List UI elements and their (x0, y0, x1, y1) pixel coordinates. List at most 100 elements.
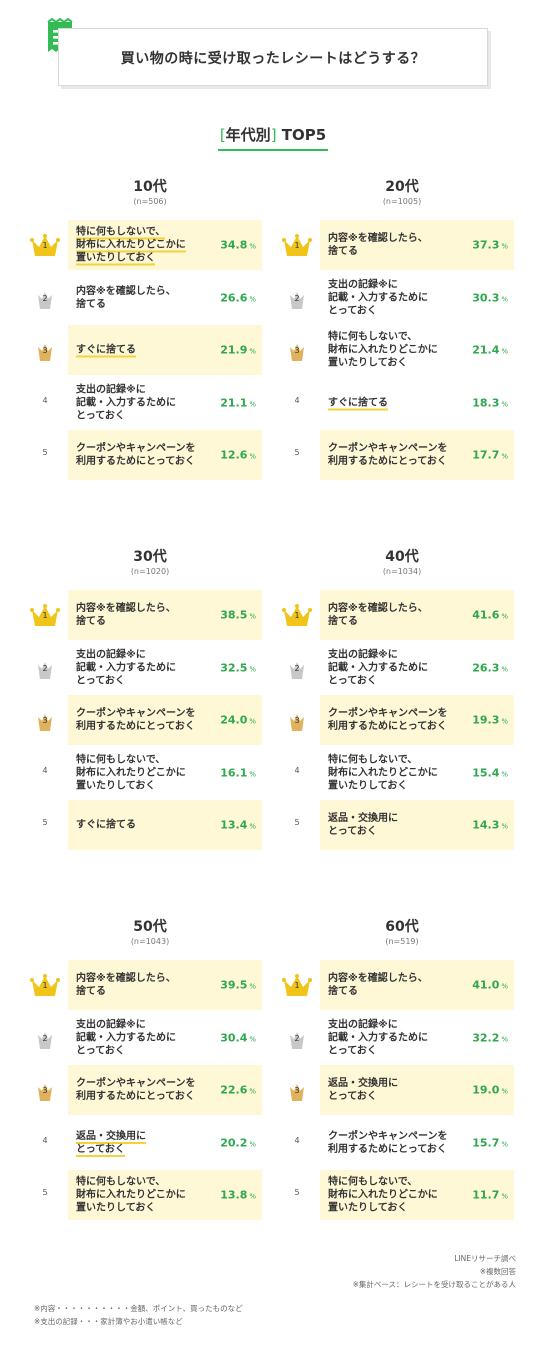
rank-number: 1 (42, 981, 48, 990)
title-box: 買い物の時に受け取ったレシートはどうする？ (58, 28, 488, 86)
rank-number: 2 (42, 293, 48, 303)
crown-gold-icon (282, 604, 312, 626)
rank-item: 4 特に何もしないで、 財布に入れたりどこかに 置いたりしておく 16.1% (30, 748, 270, 798)
rank-number: 4 (42, 765, 48, 775)
rank-item: 1 内容※を確認したら、 捨てる 41.6% (282, 590, 522, 640)
answer-value: 21.4% (472, 343, 508, 357)
rank-number: 1 (294, 981, 300, 990)
group-header: 60代 (n=519) (282, 916, 522, 946)
rank-number: 3 (294, 346, 300, 355)
bracket-open: [ (219, 126, 226, 144)
rank-number: 4 (294, 395, 300, 405)
bracket-close: ] (270, 126, 277, 144)
group-header: 40代 (n=1034) (282, 546, 522, 576)
answer-label: クーポンやキャンペーンを 利用するためにとっておく (76, 443, 196, 467)
rank-card: クーポンやキャンペーンを 利用するためにとっておく 22.6% (68, 1065, 262, 1115)
answer-value: 12.6% (220, 448, 256, 462)
rank-card: 支出の記録※に 記載・入力するために とっておく 21.1% (68, 378, 262, 428)
definition-notes: ※内容・・・・・・・・・・金額、ポイント、買ったものなど ※支出の記録・・・家計… (34, 1302, 243, 1328)
answer-value: 19.3% (472, 713, 508, 727)
rank-item: 5 クーポンやキャンペーンを 利用するためにとっておく 17.7% (282, 430, 522, 480)
rank-number: 3 (42, 1086, 48, 1095)
answer-label: すぐに捨てる (76, 819, 136, 831)
section-heading-suffix: TOP5 (276, 126, 327, 144)
footer-notes: LINEリサーチ調べ ※複数回答 ※集計ベース：レシートを受け取ることがある人 (353, 1252, 516, 1291)
rank-card: 内容※を確認したら、 捨てる 41.6% (320, 590, 514, 640)
answer-value: 30.4% (220, 1031, 256, 1044)
rank-item: 5 特に何もしないで、 財布に入れたりどこかに 置いたりしておく 11.7% (282, 1170, 522, 1220)
answer-label: 特に何もしないで、 財布に入れたりどこかに 置いたりしておく (76, 226, 186, 266)
section-heading: [年代別] TOP5 (0, 124, 546, 151)
rank-item: 2 支出の記録※に 記載・入力するために とっておく 30.3% (282, 273, 522, 323)
group-sample-size: (n=1020) (130, 567, 170, 576)
answer-value: 38.5% (220, 608, 256, 622)
rank-item: 1 特に何もしないで、 財布に入れたりどこかに 置いたりしておく 34.8% (30, 220, 270, 270)
group-sample-size: (n=519) (385, 937, 419, 946)
answer-value: 32.2% (472, 1031, 508, 1044)
crown-gold-icon (282, 234, 312, 256)
answer-label: クーポンやキャンペーンを 利用するためにとっておく (328, 708, 448, 732)
rank-card: 支出の記録※に 記載・入力するために とっておく 32.2% (320, 1013, 514, 1063)
rank-item: 1 内容※を確認したら、 捨てる 39.5% (30, 960, 270, 1010)
answer-label: 支出の記録※に 記載・入力するために とっておく (76, 384, 176, 421)
answer-label: 特に何もしないで、 財布に入れたりどこかに 置いたりしておく (76, 754, 186, 791)
rank-item: 3 すぐに捨てる 21.9% (30, 325, 270, 375)
source-text: LINEリサーチ調べ (454, 1254, 516, 1263)
rank-item: 2 内容※を確認したら、 捨てる 26.6% (30, 273, 270, 323)
answer-label: 内容※を確認したら、 捨てる (76, 603, 176, 627)
rank-number: 4 (294, 765, 300, 775)
rank-item: 2 支出の記録※に 記載・入力するために とっておく 32.2% (282, 1013, 522, 1063)
group-sample-size: (n=506) (133, 197, 167, 206)
answer-label: すぐに捨てる (76, 344, 136, 358)
answer-label: すぐに捨てる (328, 397, 388, 410)
answer-label: 内容※を確認したら、 捨てる (76, 285, 176, 310)
crown-gold-icon (30, 234, 60, 256)
answer-value: 18.3% (472, 396, 508, 409)
section-heading-label: [年代別] TOP5 (217, 124, 329, 151)
rank-item: 3 特に何もしないで、 財布に入れたりどこかに 置いたりしておく 21.4% (282, 325, 522, 375)
answer-value: 21.9% (220, 343, 256, 357)
answer-label: クーポンやキャンペーンを 利用するためにとっておく (76, 708, 196, 732)
answer-label: 支出の記録※に 記載・入力するために とっておく (76, 1019, 176, 1056)
crown-silver-icon (290, 291, 304, 309)
answer-label: 支出の記録※に 記載・入力するために とっておく (328, 279, 428, 316)
rank-card: 特に何もしないで、 財布に入れたりどこかに 置いたりしておく 13.8% (68, 1170, 262, 1220)
crown-gold-icon (30, 604, 60, 626)
rank-item: 5 特に何もしないで、 財布に入れたりどこかに 置いたりしておく 13.8% (30, 1170, 270, 1220)
answer-label: 内容※を確認したら、 捨てる (328, 233, 428, 257)
crown-bronze-icon (290, 344, 304, 361)
rank-number: 3 (42, 716, 48, 725)
rank-item: 4 返品・交換用に とっておく 20.2% (30, 1118, 270, 1168)
group-sample-size: (n=1034) (382, 567, 422, 576)
answer-value: 41.0% (472, 978, 508, 992)
rank-card: 内容※を確認したら、 捨てる 38.5% (68, 590, 262, 640)
rank-item: 4 クーポンやキャンペーンを 利用するためにとっておく 15.7% (282, 1118, 522, 1168)
answer-value: 13.4% (220, 818, 256, 832)
answer-value: 13.8% (220, 1188, 256, 1202)
group-title: 60代 (385, 919, 419, 935)
answer-label: 返品・交換用に とっておく (328, 1078, 398, 1102)
crown-silver-icon (38, 661, 52, 679)
rank-card: 支出の記録※に 記載・入力するために とっておく 30.3% (320, 273, 514, 323)
rank-card: 支出の記録※に 記載・入力するために とっておく 30.4% (68, 1013, 262, 1063)
answer-label: 特に何もしないで、 財布に入れたりどこかに 置いたりしておく (328, 754, 438, 791)
group-header: 30代 (n=1020) (30, 546, 270, 576)
group-header: 20代 (n=1005) (282, 176, 522, 206)
group-title: 10代 (133, 179, 167, 195)
rank-item: 3 クーポンやキャンペーンを 利用するためにとっておく 19.3% (282, 695, 522, 745)
answer-value: 16.1% (220, 766, 256, 779)
rank-card: 特に何もしないで、 財布に入れたりどこかに 置いたりしておく 15.4% (320, 748, 514, 798)
answer-label: 支出の記録※に 記載・入力するために とっておく (76, 649, 176, 686)
rank-card: 返品・交換用に とっておく 14.3% (320, 800, 514, 850)
group-header: 50代 (n=1043) (30, 916, 270, 946)
definition-expense: ※支出の記録・・・家計簿やお小遣い帳など (34, 1317, 183, 1326)
crown-bronze-icon (38, 1084, 52, 1101)
crown-bronze-icon (290, 714, 304, 731)
rank-item: 4 支出の記録※に 記載・入力するために とっておく 21.1% (30, 378, 270, 428)
group-title: 20代 (385, 179, 419, 195)
answer-label: 特に何もしないで、 財布に入れたりどこかに 置いたりしておく (76, 1176, 186, 1214)
rank-number: 4 (42, 1135, 48, 1145)
answer-value: 15.4% (472, 766, 508, 779)
rank-number: 5 (294, 1188, 300, 1197)
rank-card: クーポンやキャンペーンを 利用するためにとっておく 24.0% (68, 695, 262, 745)
